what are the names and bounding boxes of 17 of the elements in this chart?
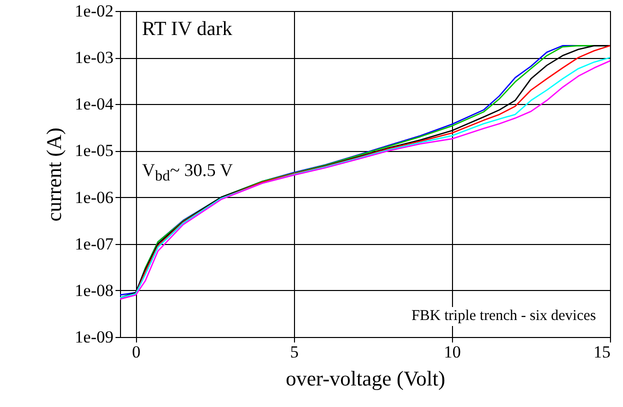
x-tick-label: 5	[290, 342, 299, 362]
annotation: V$_{bd}$~ 30.5 V	[138, 159, 237, 187]
x-axis-title: over-voltage (Volt)	[286, 366, 446, 390]
y-tick-label: 1e-09	[74, 328, 114, 346]
x-tick-label: 15	[594, 342, 610, 362]
annotation: RT IV dark	[138, 17, 236, 42]
x-tick-label: 0	[132, 342, 141, 362]
y-tick-label: 1e-06	[74, 188, 114, 207]
y-tick-label: 1e-04	[74, 94, 114, 114]
y-tick-label: 1e-07	[74, 234, 114, 254]
annotation: FBK triple trench - six devices	[407, 307, 600, 326]
y-tick-label: 1e-02	[74, 2, 114, 20]
y-tick-label: 1e-03	[74, 48, 114, 68]
y-tick-label: 1e-05	[74, 141, 114, 160]
x-tick-label: 10	[444, 342, 461, 362]
y-tick-label: 1e-08	[74, 280, 114, 300]
y-axis-title: current (A)	[42, 128, 66, 222]
